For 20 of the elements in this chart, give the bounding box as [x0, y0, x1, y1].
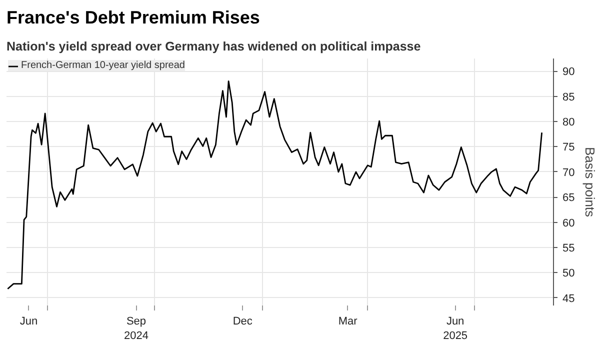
x-tick-label: Dec	[232, 316, 253, 328]
line-series	[6, 80, 543, 290]
y-tick-label: 70	[562, 166, 575, 179]
x-tick-label: Jun	[20, 316, 38, 328]
legend-label: French-German 10-year yield spread	[21, 60, 185, 71]
y-tick-label: 75	[562, 142, 575, 154]
y-tick-label: 45	[562, 292, 575, 305]
y-tick-label: 50	[562, 268, 575, 280]
chart-title: France's Debt Premium Rises	[6, 8, 260, 28]
y-tick-label: 60	[562, 217, 575, 230]
y-tick-label: 80	[562, 116, 575, 129]
y-tick-label: 65	[562, 192, 575, 204]
x-tick-label: Jun 2025	[443, 316, 468, 342]
x-tick-label: Mar	[338, 316, 358, 328]
y-tick-label: 55	[562, 242, 575, 255]
y-tick-label: 90	[562, 66, 575, 78]
x-tick-label: Sep 2024	[124, 316, 148, 342]
y-tick-label: 85	[562, 91, 575, 104]
chart-subtitle: Nation's yield spread over Germany has widened on political impasse	[6, 40, 421, 54]
y-axis-title: Basis points	[582, 146, 598, 218]
